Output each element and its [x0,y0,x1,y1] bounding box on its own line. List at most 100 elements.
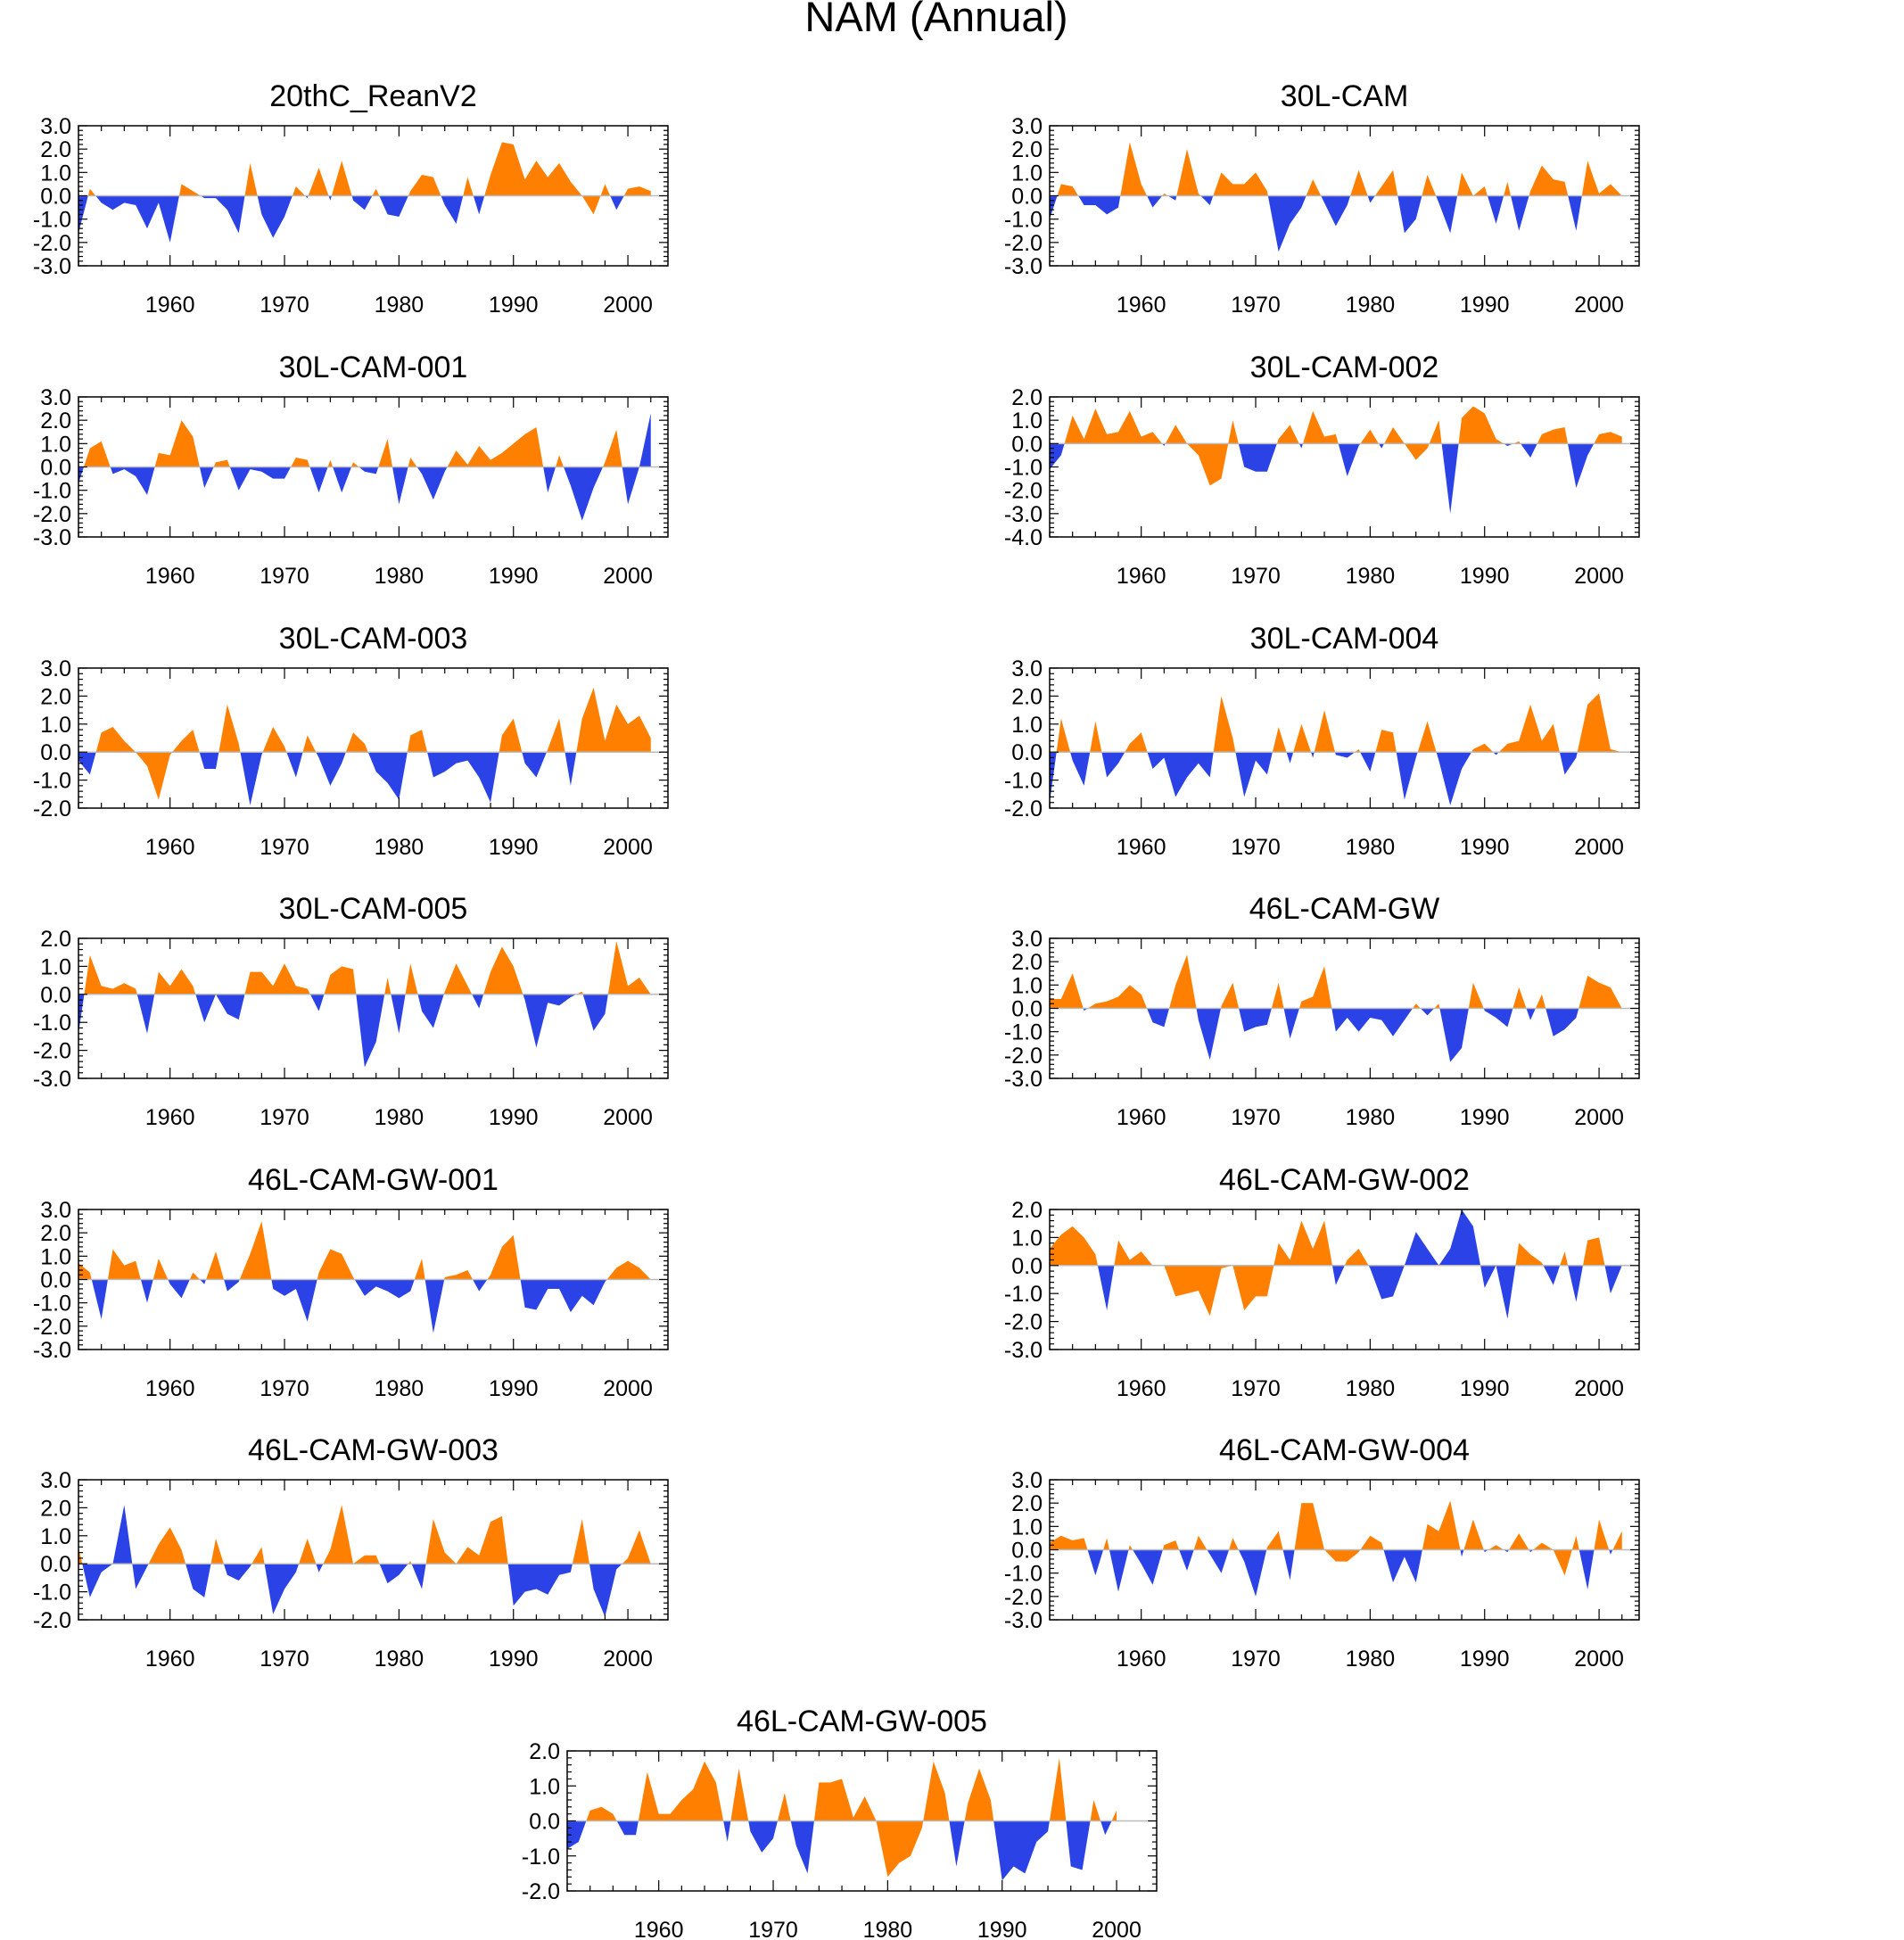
negative-area-18 [1396,752,1418,800]
negative-area-8 [790,1820,814,1874]
y-tick-label: 2.0 [1011,137,1043,162]
positive-area-19 [484,142,601,215]
positive-area-4 [1228,420,1239,444]
y-tick-label: 1.0 [1011,713,1043,738]
positive-area-5 [244,162,258,196]
y-tick-label: -3.0 [1004,1338,1043,1363]
x-tick-label: 1980 [1346,1647,1396,1672]
negative-area-13 [1420,1008,1435,1016]
x-tick-label: 1980 [375,835,424,860]
negative-area-19 [1526,1008,1536,1020]
positive-area-13 [378,439,393,467]
y-tick-label: 2.0 [1011,1198,1043,1223]
y-tick-label: -2.0 [522,1879,560,1904]
negative-area-5 [1238,443,1277,472]
negative-area-16 [523,994,577,1048]
positive-area-1 [1056,718,1071,753]
positive-area-21 [603,429,622,467]
negative-area-20 [1487,195,1504,224]
y-tick-label: -2.0 [1004,1310,1043,1335]
positive-area-10 [1560,1251,1569,1266]
y-tick-label: 3.0 [1011,656,1043,681]
x-tick-label: 1980 [1346,293,1396,318]
y-tick-label: 1.0 [40,954,71,979]
positive-area-3 [638,1761,724,1821]
negative-area-15 [424,1279,445,1333]
x-tick-label: 2000 [603,835,653,860]
positive-area-0 [1050,1535,1088,1550]
positive-area-6 [1162,1540,1180,1550]
negative-area-5 [168,1279,190,1299]
positive-area-7 [251,1547,265,1564]
negative-area-2 [1070,752,1091,786]
positive-area-3 [1120,142,1148,196]
negative-area-17 [473,1279,488,1292]
y-tick-label: 2.0 [1011,1491,1043,1516]
y-tick-label: 3.0 [40,656,71,681]
positive-area-9 [1272,726,1287,753]
positive-area-15 [1458,406,1504,444]
positive-area-10 [923,1761,950,1821]
negative-area-4 [1101,752,1125,778]
positive-area-17 [1422,174,1437,196]
positive-area-8 [1515,1242,1544,1266]
panel-0: 20thC_ReanV2 3.02.01.00.0-1.0-2.0-3.0 1960… [33,79,669,318]
negative-area-12 [359,466,379,475]
y-tick-label: -1.0 [1004,208,1043,233]
positive-area-1 [95,726,173,800]
positive-area-18 [1512,987,1527,1009]
positive-area-6 [1276,425,1299,444]
negative-area-18 [582,994,608,1031]
positive-area-13 [1350,169,1368,196]
negative-area-5 [240,752,263,805]
y-tick-label: 0.0 [40,983,71,1008]
x-tick-label: 2000 [603,564,653,589]
y-tick-label: -2.0 [1004,231,1043,256]
positive-area-17 [572,1518,589,1564]
y-tick-label: -1.0 [1004,1562,1043,1587]
positive-area-9 [308,168,329,196]
x-tick-label: 1970 [1231,293,1281,318]
negative-area-9 [1283,1008,1299,1039]
x-tick-label: 1970 [260,1376,309,1401]
plot-frame [78,937,669,1079]
y-tick-label: 2.0 [40,927,71,952]
negative-area-21 [610,195,624,211]
positive-area-19 [607,941,651,995]
positive-area-16 [546,718,565,753]
negative-area-14 [379,195,408,218]
negative-area-7 [1298,443,1303,449]
positive-area-1 [84,954,137,995]
positive-area-17 [1375,730,1397,753]
positive-area-7 [1213,696,1236,753]
positive-area-20 [606,1260,651,1280]
negative-area-10 [1267,195,1306,252]
positive-area-14 [1434,1003,1440,1009]
positive-area-20 [600,184,611,196]
y-tick-label: 1.0 [1011,973,1043,998]
panel-5: 30L-CAM-004 3.0 2.0 1.00.0 -1.0 -2.0 1960 1970 1… [1004,622,1640,860]
y-tick-label: 1.0 [40,1524,71,1549]
positive-area-1 [586,1806,617,1821]
negative-area-18 [1521,443,1537,458]
negative-area-13 [354,1279,415,1299]
negative-area-2 [616,1820,639,1836]
positive-area-0 [78,1547,83,1564]
x-tick-label: 1990 [1460,293,1510,318]
positive-area-12 [1266,1531,1283,1550]
positive-area-21 [1488,1545,1504,1550]
negative-area-6 [1368,1209,1481,1300]
y-tick-label: -2.0 [1004,797,1043,821]
y-tick-label: 0.0 [1011,1254,1043,1279]
y-tick-label: 0.0 [40,740,71,765]
positive-area-3 [154,969,196,995]
positive-area-10 [239,1221,272,1280]
y-tick-label: 0.0 [1011,997,1043,1022]
x-tick-label: 2000 [603,1376,653,1401]
positive-area-15 [1355,749,1361,753]
panel-title: 30L-CAM-002 [1250,351,1439,384]
negative-area-0 [1050,752,1057,803]
y-tick-label: 0.0 [1011,185,1043,210]
positive-area-8 [1302,410,1339,444]
